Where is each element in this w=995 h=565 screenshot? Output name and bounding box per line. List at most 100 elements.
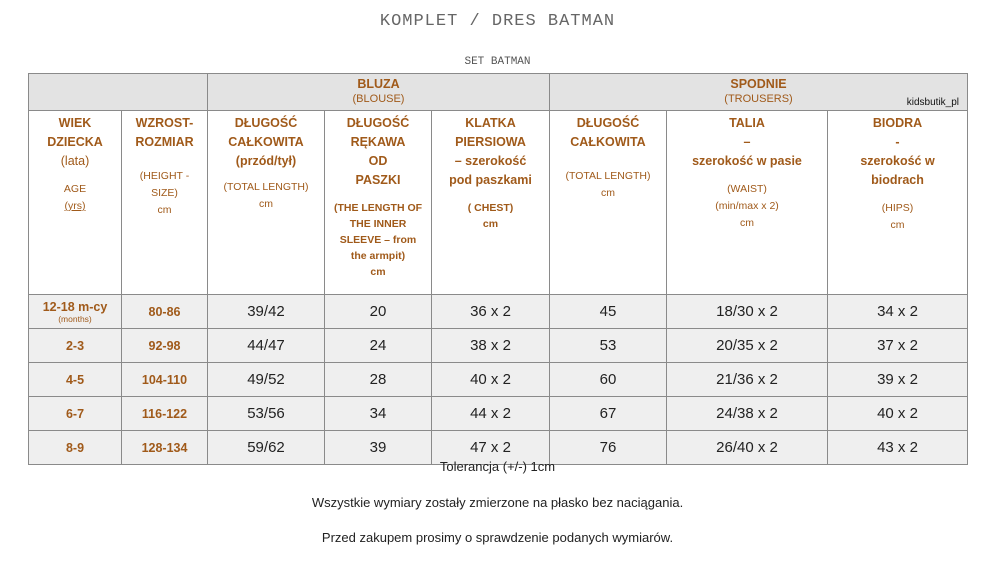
group-header-row: BLUZA (BLOUSE) SPODNIE (TROUSERS) kidsbu… bbox=[28, 73, 969, 111]
cell-sleeve: 28 bbox=[324, 362, 432, 397]
cell-size: 92-98 bbox=[121, 328, 208, 363]
header-hips-line1: BIODRA bbox=[872, 116, 923, 130]
header-blouse-length-line1: DŁUGOŚĆ bbox=[234, 116, 298, 130]
page-subtitle: SET BATMAN bbox=[464, 56, 531, 68]
group-header-spodnie: SPODNIE (TROUSERS) kidsbutik_pl bbox=[548, 73, 969, 111]
check-note: Przed zakupem prosimy o sprawdzenie poda… bbox=[321, 530, 674, 545]
header-age-line3: (lata) bbox=[60, 154, 90, 168]
size-rows: 12-18 m-cy (months) 80-86 39/42 20 36 x 2 45 18… bbox=[28, 294, 969, 465]
cell-chest: 40 x 2 bbox=[431, 362, 550, 397]
group-bluza-subtitle: (BLOUSE) bbox=[352, 93, 405, 105]
cell-sleeve: 24 bbox=[324, 328, 432, 363]
age-value: 2-3 bbox=[65, 338, 85, 353]
header-hips-line4: biodrach bbox=[871, 173, 924, 187]
blouse-length-value: 44/47 bbox=[247, 337, 285, 354]
header-trousers-length: DŁUGOŚĆ CAŁKOWITA (TOTAL LENGTH) cm bbox=[549, 110, 667, 295]
header-hips-line2: - bbox=[895, 135, 900, 149]
chest-value: 44 x 2 bbox=[470, 405, 511, 422]
cell-trousers-length: 67 bbox=[549, 396, 667, 431]
column-header-row: WIEK DZIECKA (lata) AGE (yrs) WZROST- RO… bbox=[28, 110, 969, 295]
age-value: 12-18 m-cy bbox=[42, 299, 108, 314]
header-trousers-length-line2: CAŁKOWITA bbox=[570, 135, 646, 149]
cell-sleeve: 20 bbox=[324, 294, 432, 329]
header-sleeve-en4: the armpit) bbox=[350, 250, 406, 262]
cell-hips: 40 x 2 bbox=[826, 396, 969, 431]
tolerance-note: Tolerancja (+/-) 1cm bbox=[439, 459, 556, 474]
cell-hips: 43 x 2 bbox=[826, 430, 969, 465]
cell-trousers-length: 76 bbox=[549, 430, 667, 465]
group-spodnie-title: SPODNIE bbox=[730, 77, 787, 91]
cell-blouse-length: 39/42 bbox=[207, 294, 325, 329]
size-value: 92-98 bbox=[148, 338, 181, 353]
header-chest-line3: – szerokość bbox=[454, 154, 527, 168]
header-waist-en: (WAIST) bbox=[727, 183, 767, 195]
sleeve-value: 28 bbox=[369, 371, 387, 388]
header-size-line2: ROZMIAR bbox=[135, 135, 194, 149]
blouse-length-value: 59/62 bbox=[247, 439, 285, 456]
header-blouse-length-en: (TOTAL LENGTH) bbox=[223, 181, 309, 193]
header-age: WIEK DZIECKA (lata) AGE (yrs) bbox=[28, 110, 122, 295]
hips-value: 37 x 2 bbox=[877, 337, 918, 354]
hips-value: 34 x 2 bbox=[877, 303, 918, 320]
header-chest-unit: cm bbox=[482, 218, 499, 230]
group-bluza-title: BLUZA bbox=[357, 77, 400, 91]
trousers-length-value: 45 bbox=[599, 303, 617, 320]
cell-size: 116-122 bbox=[121, 396, 208, 431]
group-spodnie-subtitle: (TROUSERS) bbox=[724, 93, 793, 105]
trousers-length-value: 60 bbox=[599, 371, 617, 388]
header-size-en2: SIZE) bbox=[151, 187, 178, 199]
cell-blouse-length: 59/62 bbox=[207, 430, 325, 465]
table-row: 12-18 m-cy (months) 80-86 39/42 20 36 x 2 45 18… bbox=[28, 294, 969, 329]
cell-trousers-length: 53 bbox=[549, 328, 667, 363]
header-sleeve-en2: THE INNER bbox=[349, 218, 407, 230]
header-hips-line3: szerokość w bbox=[860, 154, 935, 168]
chest-value: 38 x 2 bbox=[470, 337, 511, 354]
group-header-bluza: BLUZA (BLOUSE) bbox=[207, 73, 550, 111]
header-hips-en: (HIPS) bbox=[881, 202, 914, 214]
sleeve-value: 34 bbox=[369, 405, 387, 422]
blouse-length-value: 49/52 bbox=[247, 371, 285, 388]
waist-value: 18/30 x 2 bbox=[716, 303, 778, 320]
cell-age: 8-9 bbox=[28, 430, 122, 465]
cell-chest: 38 x 2 bbox=[431, 328, 550, 363]
age-value: 6-7 bbox=[65, 406, 85, 421]
header-sleeve-en3: SLEEVE – from bbox=[339, 234, 417, 246]
cell-blouse-length: 53/56 bbox=[207, 396, 325, 431]
waist-value: 20/35 x 2 bbox=[716, 337, 778, 354]
waist-value: 26/40 x 2 bbox=[716, 439, 778, 456]
header-waist-en2: (min/max x 2) bbox=[715, 200, 779, 212]
hips-value: 40 x 2 bbox=[877, 405, 918, 422]
header-sleeve-line3: OD bbox=[368, 154, 388, 168]
header-size-unit: cm bbox=[157, 204, 172, 216]
cell-age: 12-18 m-cy (months) bbox=[28, 294, 122, 329]
cell-trousers-length: 60 bbox=[549, 362, 667, 397]
size-chart-table: BLUZA (BLOUSE) SPODNIE (TROUSERS) kidsbu… bbox=[28, 73, 969, 465]
cell-size: 104-110 bbox=[121, 362, 208, 397]
header-chest: KLATKA PIERSIOWA – szerokość pod paszkam… bbox=[431, 110, 550, 295]
trousers-length-value: 53 bbox=[599, 337, 617, 354]
blouse-length-value: 53/56 bbox=[247, 405, 285, 422]
header-trousers-length-unit: cm bbox=[601, 187, 615, 199]
trousers-length-value: 76 bbox=[599, 439, 617, 456]
header-hips-unit: cm bbox=[890, 219, 905, 231]
age-note: (months) bbox=[58, 313, 92, 324]
header-blouse-length-line2: CAŁKOWITA bbox=[228, 135, 304, 149]
table-row: 4-5 104-110 49/52 28 40 x 2 60 21/36 x 2 39 x 2 bbox=[28, 362, 969, 397]
cell-chest: 44 x 2 bbox=[431, 396, 550, 431]
brand-label: kidsbutik_pl bbox=[906, 97, 960, 108]
waist-value: 24/38 x 2 bbox=[716, 405, 778, 422]
header-sleeve-unit: cm bbox=[370, 266, 386, 278]
cell-waist: 24/38 x 2 bbox=[666, 396, 828, 431]
cell-size: 80-86 bbox=[121, 294, 208, 329]
cell-blouse-length: 44/47 bbox=[207, 328, 325, 363]
cell-hips: 39 x 2 bbox=[826, 362, 969, 397]
chest-value: 40 x 2 bbox=[470, 371, 511, 388]
table-row: 6-7 116-122 53/56 34 44 x 2 67 24/38 x 2 40 x 2 bbox=[28, 396, 969, 431]
cell-waist: 20/35 x 2 bbox=[666, 328, 828, 363]
header-sleeve-line4: PASZKI bbox=[355, 173, 401, 187]
header-chest-line4: pod paszkami bbox=[449, 173, 532, 187]
hips-value: 39 x 2 bbox=[877, 371, 918, 388]
header-age-line2: DZIECKA bbox=[47, 135, 103, 149]
size-value: 116-122 bbox=[141, 406, 188, 421]
header-trousers-length-en: (TOTAL LENGTH) bbox=[565, 170, 651, 182]
